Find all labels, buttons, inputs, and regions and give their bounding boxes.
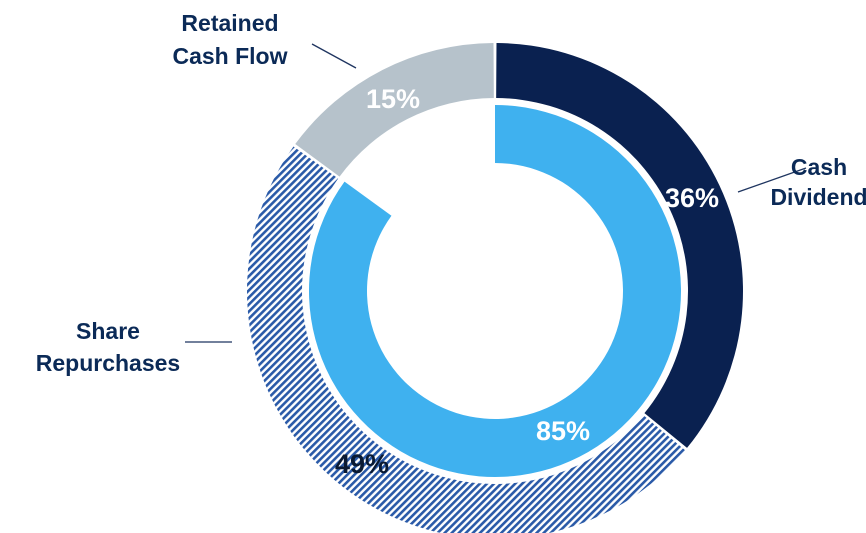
slice-cash-dividend [496,43,743,448]
category-label-cash-dividend-line1: Cash [791,154,847,180]
inner-ring [308,105,681,477]
category-label-share-repurchases-line1: Share [76,318,140,344]
leader-line-retained-cash-flow [311,43,357,69]
inner-ring-slice [308,105,681,477]
slice-share-repurchases [247,146,686,533]
slice-retained-cash-flow [295,43,494,177]
value-label-retained-cash-flow: 15% [366,84,420,114]
category-label-share-repurchases-line2: Repurchases [36,350,180,376]
value-label-share-repurchases: 49% [335,449,389,479]
outer-ring [247,43,743,533]
value-label-cash-dividend: 36% [665,183,719,213]
labels: Cash Dividend 36% Share Repurchases 49% Retain… [36,10,866,479]
value-label-inner-ring: 85% [536,416,590,446]
category-label-retained-cash-flow-line1: Retained [181,10,278,36]
leader-lines [185,43,807,343]
category-label-retained-cash-flow-line2: Cash Flow [172,43,287,69]
leader-line-cash-dividend [737,167,807,193]
category-label-cash-dividend-line2: Dividend [770,184,866,210]
